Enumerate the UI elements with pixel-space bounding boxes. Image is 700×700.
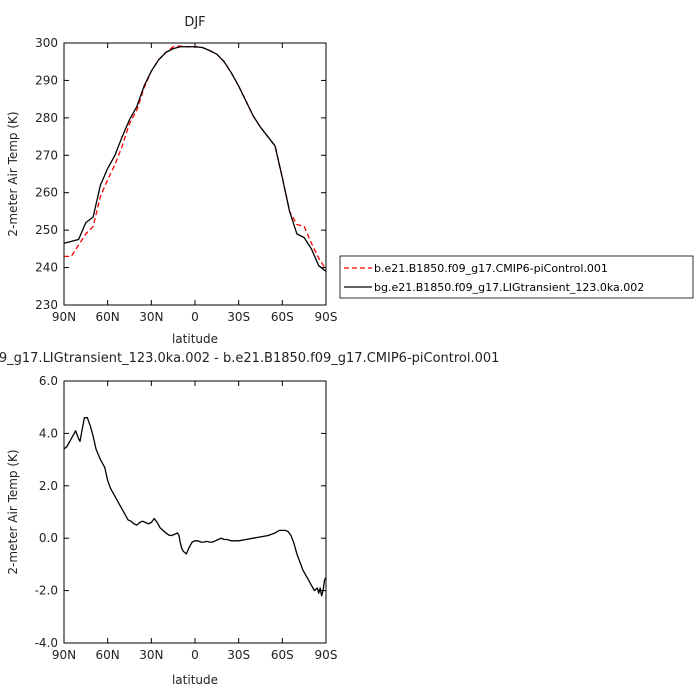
top-y-tick-label: 270 xyxy=(35,148,58,162)
bottom-x-tick-label: 90S xyxy=(315,648,338,662)
top-y-tick-label: 280 xyxy=(35,111,58,125)
bottom-y-tick-label: 2.0 xyxy=(39,479,58,493)
top-x-tick-label: 30S xyxy=(227,310,250,324)
top-x-tick-label: 60N xyxy=(96,310,120,324)
bottom-x-tick-label: 60N xyxy=(96,648,120,662)
bottom-chart-title: bg.e21.B1850.f09_g17.LIGtransient_123.0k… xyxy=(0,351,499,366)
top-y-tick-label: 240 xyxy=(35,261,58,275)
legend: b.e21.B1850.f09_g17.CMIP6-piControl.001 … xyxy=(339,255,694,299)
legend-label-LIGtransient: bg.e21.B1850.f09_g17.LIGtransient_123.0k… xyxy=(374,281,644,294)
top-y-tick-label: 230 xyxy=(35,298,58,312)
bottom-y-tick-label: -4.0 xyxy=(35,636,58,650)
top-panel: DJF 2-meter Air Temp (K) latitude 230 240… xyxy=(6,15,337,346)
bottom-y-axis-label: 2-meter Air Temp (K) xyxy=(6,449,20,574)
top-y-tick-label: 250 xyxy=(35,223,58,237)
bottom-y-tick-label: 6.0 xyxy=(39,374,58,388)
bottom-panel: bg.e21.B1850.f09_g17.LIGtransient_123.0k… xyxy=(0,351,499,687)
bottom-axes: -4.0 -2.0 0.0 2.0 4.0 6.0 90N 60N 30N 0 30S 60S 90S xyxy=(35,374,338,662)
top-x-tick-label: 0 xyxy=(191,310,199,324)
bottom-series-line-0 xyxy=(63,417,327,597)
bottom-y-tick-label: -2.0 xyxy=(35,584,58,598)
top-y-tick-label: 300 xyxy=(35,36,58,50)
top-x-tick-label: 90N xyxy=(52,310,76,324)
top-x-tick-label: 90S xyxy=(315,310,338,324)
bottom-series-group xyxy=(63,417,327,597)
top-x-axis-label: latitude xyxy=(172,332,218,346)
bottom-x-tick-label: 60S xyxy=(271,648,294,662)
bottom-x-tick-label: 30N xyxy=(139,648,163,662)
top-y-tick-label: 260 xyxy=(35,186,58,200)
bottom-x-tick-label: 90N xyxy=(52,648,76,662)
legend-box xyxy=(339,255,694,299)
top-series-line-1 xyxy=(63,46,327,272)
top-y-tick-label: 290 xyxy=(35,73,58,87)
top-plot-frame xyxy=(63,42,327,306)
legend-label-piControl: b.e21.B1850.f09_g17.CMIP6-piControl.001 xyxy=(374,262,608,275)
top-chart-title: DJF xyxy=(184,15,205,30)
top-x-tick-label: 60S xyxy=(271,310,294,324)
bottom-plot-frame xyxy=(63,380,327,644)
top-series-line-0 xyxy=(64,45,327,270)
top-axes: 230 240 250 260 270 280 290 300 90N 60N 30N 0 30S 60S… xyxy=(35,36,337,324)
bottom-x-tick-label: 0 xyxy=(191,648,199,662)
bottom-x-tick-label: 30S xyxy=(227,648,250,662)
bottom-x-axis-label: latitude xyxy=(172,673,218,687)
bottom-y-tick-label: 4.0 xyxy=(39,426,58,440)
top-y-axis-label: 2-meter Air Temp (K) xyxy=(6,111,20,236)
bottom-y-tick-label: 0.0 xyxy=(39,531,58,545)
top-series-group xyxy=(63,45,327,272)
top-x-tick-label: 30N xyxy=(139,310,163,324)
